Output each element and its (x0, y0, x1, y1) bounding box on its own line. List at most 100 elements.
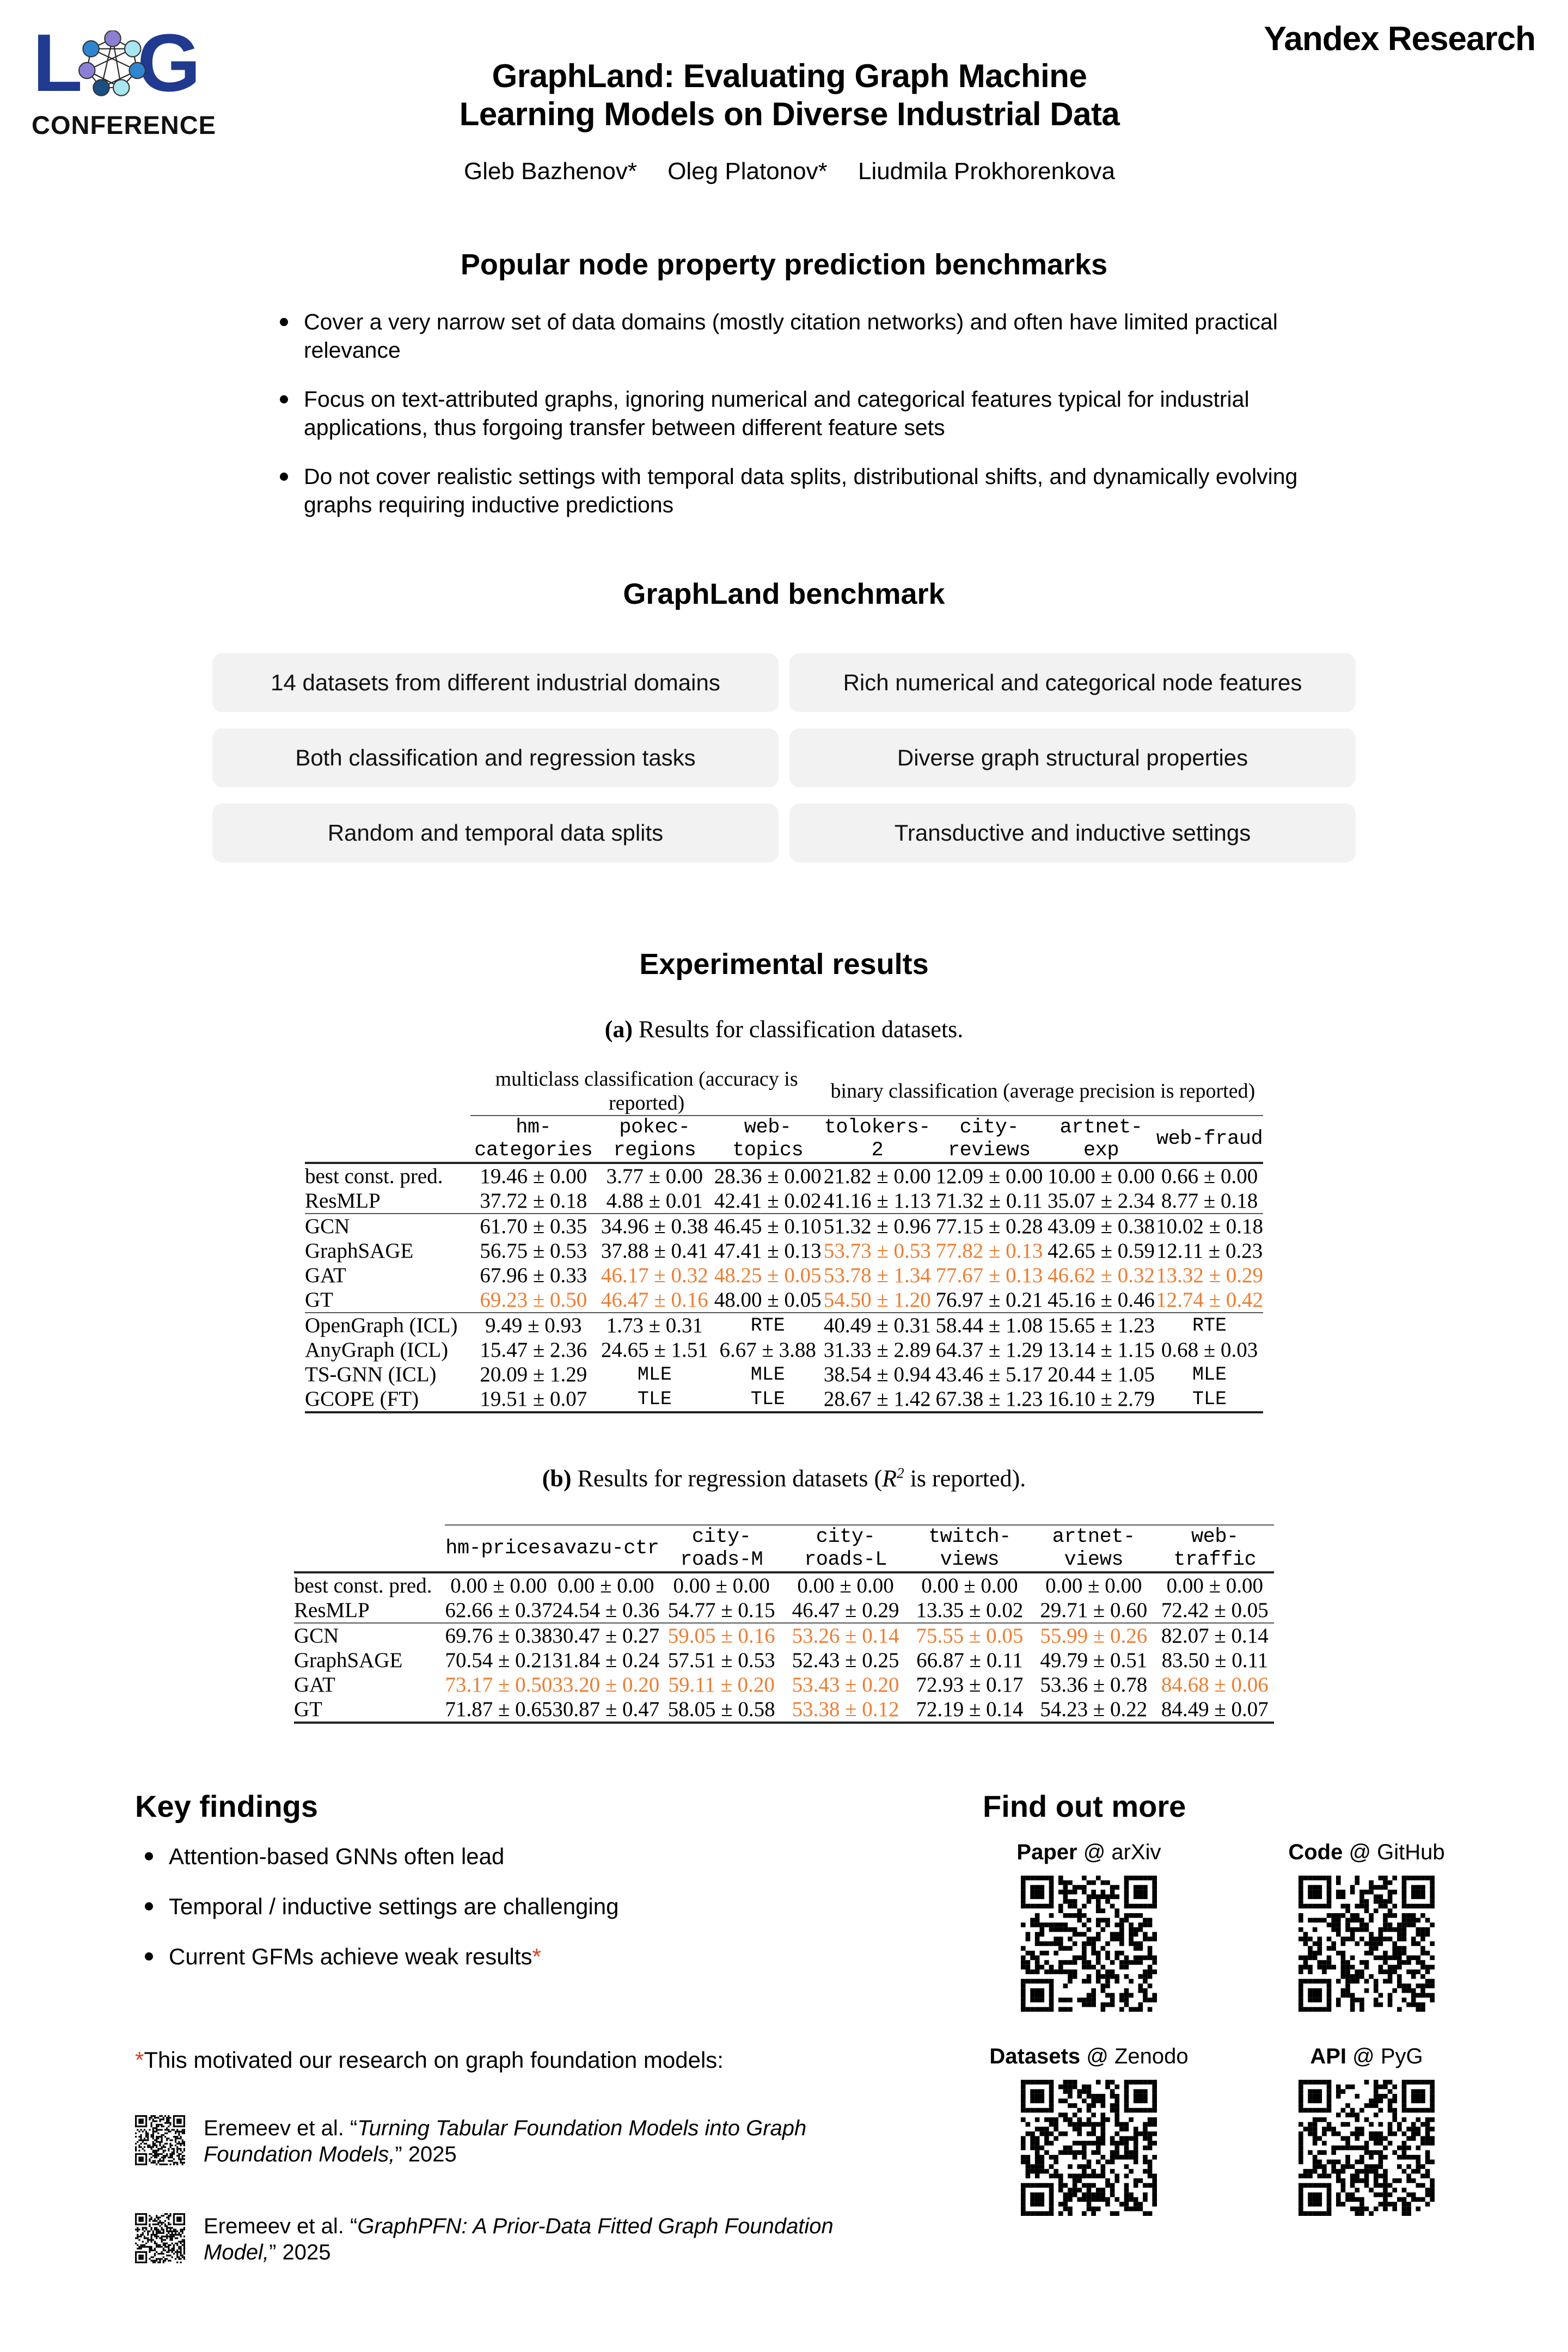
qr-label-paper-rest: @ arXiv (1077, 1840, 1161, 1864)
footnote-asterisk: * (135, 2047, 144, 2073)
table-caption-b-symbol: R (882, 1465, 897, 1492)
poster-header: L G (0, 0, 1568, 218)
qr-label-api-rest: @ PyG (1346, 2044, 1423, 2068)
table-cell: 19.46 ± 0.00 (470, 1162, 597, 1189)
table-row: GT 69.23 ± 0.50 46.47 ± 0.16 48.00 ± 0.05 54… (305, 1288, 1263, 1313)
list-item: Temporal / inductive settings are challe… (136, 1893, 817, 1920)
table-cell: 3.77 ± 0.00 (596, 1162, 713, 1189)
qr-code-icon[interactable] (135, 2213, 185, 2263)
qr-label-api-bold: API (1310, 2044, 1347, 2068)
table-cell: 0.00 ± 0.00 (1155, 1571, 1274, 1598)
table-column-header: city-roads-L (783, 1524, 908, 1572)
table-rule-cell (294, 1722, 445, 1727)
table-caption-b-prefix: (b) (542, 1465, 572, 1492)
list-item-text: Do not cover realistic settings with tem… (304, 464, 1298, 517)
table-column-header: web-fraud (1156, 1128, 1263, 1150)
table-cell: MLE (637, 1363, 672, 1386)
table-cell: MLE (1192, 1363, 1227, 1386)
table-cell: 75.55 ± 0.05 (907, 1622, 1032, 1648)
table-cell: 51.32 ± 0.96 (822, 1213, 932, 1239)
reference-year: ” 2025 (395, 2142, 457, 2166)
list-item: Focus on text-attributed graphs, ignorin… (272, 385, 1323, 442)
table-cell: RTE (1156, 1312, 1263, 1338)
table-cell: 13.35 ± 0.02 (916, 1598, 1024, 1622)
table-cell: 46.47 ± 0.29 (792, 1598, 899, 1622)
table-cell: TLE (750, 1388, 785, 1410)
qr-code-icon[interactable] (1298, 2080, 1435, 2216)
benchmark-issue-list: Cover a very narrow set of data domains … (272, 308, 1323, 540)
table-cell: 53.43 ± 0.20 (792, 1673, 899, 1696)
table-row: GraphSAGE 70.54 ± 0.21 31.84 ± 0.24 57.51 ±… (294, 1648, 1274, 1673)
qr-label-datasets-rest: @ Zenodo (1080, 2044, 1189, 2068)
author-list: Gleb Bazhenov* Oleg Platonov* Liudmila P… (348, 158, 1230, 185)
page-title: GraphLand: Evaluating Graph Machine Lear… (348, 57, 1230, 133)
bullet-dot-icon (145, 1902, 153, 1910)
table-row-label: GT (294, 1698, 322, 1721)
table-cell: 46.62 ± 0.32 (1048, 1264, 1155, 1287)
table-cell: 8.77 ± 0.18 (1161, 1189, 1258, 1212)
table-column-header: city-roads-M (659, 1524, 784, 1572)
table-cell: 16.10 ± 2.79 (1048, 1387, 1155, 1411)
feature-box: Random and temporal data splits (212, 804, 779, 862)
results-table-classification: multiclass classification (accuracy is r… (305, 1067, 1263, 1417)
table-cell: 59.05 ± 0.16 (659, 1622, 784, 1648)
table-caption-b-post: is reported). (904, 1465, 1026, 1492)
qr-code-icon[interactable] (1298, 1876, 1435, 2012)
qr-code-icon[interactable] (1021, 2080, 1157, 2216)
qr-link-datasets[interactable]: Datasets @ Zenodo (975, 2044, 1203, 2216)
table-cell: 37.88 ± 0.41 (601, 1239, 708, 1263)
table-rule-cell (596, 1411, 713, 1417)
table-rule-cell (305, 1411, 471, 1417)
table-cell: 55.99 ± 0.26 (1031, 1622, 1156, 1648)
table-cell: RTE (713, 1312, 823, 1338)
bullet-dot-icon (280, 395, 288, 403)
reference-text: Eremeev et al. “GraphPFN: A Prior-Data F… (204, 2213, 875, 2265)
table-cell: 41.16 ± 1.13 (823, 1189, 931, 1212)
table-cell: 12.09 ± 0.00 (932, 1162, 1046, 1189)
table-row: GCN 61.70 ± 0.35 34.96 ± 0.38 46.45 ± 0.10 5… (305, 1213, 1263, 1239)
reference-item[interactable]: Eremeev et al. “GraphPFN: A Prior-Data F… (135, 2213, 875, 2265)
table-cell: 15.65 ± 1.23 (1046, 1312, 1156, 1338)
table-cell: 54.23 ± 0.22 (1040, 1698, 1148, 1721)
table-corner-cell (305, 1116, 470, 1163)
table-cell: 77.15 ± 0.28 (932, 1213, 1046, 1239)
table-group-header: multiclass classification (accuracy is r… (470, 1067, 823, 1116)
qr-code-icon[interactable] (1021, 1876, 1157, 2012)
table-row: OpenGraph (ICL) 9.49 ± 0.93 1.73 ± 0.31 RTE… (305, 1312, 1263, 1338)
table-cell: 20.44 ± 1.05 (1048, 1363, 1155, 1386)
table-corner-cell (294, 1525, 445, 1572)
table-cell: 30.47 ± 0.27 (552, 1622, 660, 1648)
qr-link-api[interactable]: API @ PyG (1252, 2044, 1481, 2216)
qr-code-icon[interactable] (135, 2115, 185, 2165)
table-cell: 77.82 ± 0.13 (935, 1239, 1043, 1263)
table-rule-cell (1046, 1411, 1156, 1417)
table-corner-cell (305, 1067, 470, 1116)
table-cell: 61.70 ± 0.35 (470, 1213, 597, 1239)
qr-link-paper[interactable]: Paper @ arXiv (975, 1840, 1203, 2012)
list-item: Current GFMs achieve weak results* (136, 1943, 817, 1970)
table-rule-cell (783, 1722, 908, 1727)
table-rule-cell (470, 1411, 597, 1417)
feature-box-row: Both classification and regression tasks… (212, 728, 1356, 787)
reference-title: Turning Tabular Foundation Models into G… (204, 2116, 807, 2166)
table-cell: 21.82 ± 0.00 (822, 1162, 932, 1189)
table-cell: 43.09 ± 0.38 (1046, 1213, 1156, 1239)
table-cell: 84.49 ± 0.07 (1161, 1698, 1269, 1721)
table-cell: 31.33 ± 2.89 (823, 1338, 931, 1362)
reference-item[interactable]: Eremeev et al. “Turning Tabular Foundati… (135, 2115, 875, 2167)
qr-link-code[interactable]: Code @ GitHub (1252, 1840, 1481, 2012)
table-rule-cell (1031, 1722, 1156, 1727)
table-cell: 69.23 ± 0.50 (480, 1288, 587, 1312)
table-cell: 69.76 ± 0.38 (445, 1622, 553, 1648)
table-column-header: twitch-views (907, 1524, 1032, 1572)
table-cell: 46.17 ± 0.32 (601, 1264, 708, 1287)
list-item: Cover a very narrow set of data domains … (272, 308, 1323, 364)
table-cell: 82.07 ± 0.14 (1155, 1622, 1274, 1648)
table-cell: MLE (750, 1363, 785, 1386)
table-cell: 42.65 ± 0.59 (1048, 1239, 1155, 1263)
qr-label-code: Code @ GitHub (1252, 1840, 1481, 1865)
table-row-label: GAT (294, 1673, 335, 1696)
table-row: GCOPE (FT) 19.51 ± 0.07 TLE TLE 28.67 ± 1.42… (305, 1387, 1263, 1412)
table-column-header: artnet-views (1031, 1524, 1156, 1572)
